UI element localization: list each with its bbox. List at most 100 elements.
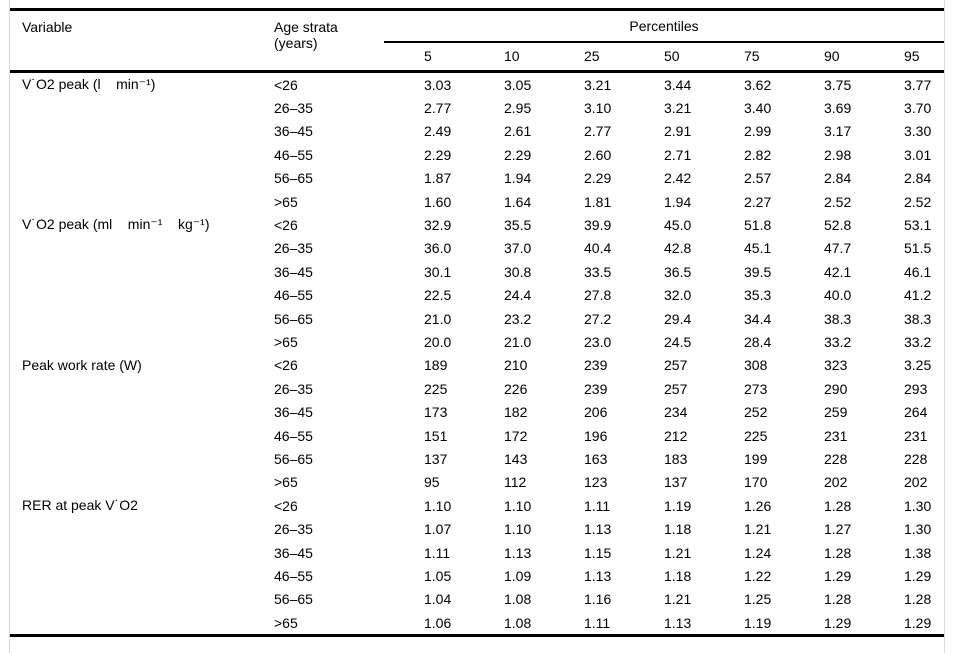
percentile-value-cell: 1.21 <box>744 521 772 538</box>
percentile-value-cell: 2.84 <box>904 170 932 187</box>
percentile-value-cell: 228 <box>904 450 928 467</box>
percentile-value-cell: 95 <box>424 474 440 491</box>
column-header-percentile-95: 95 <box>904 48 920 65</box>
percentile-value-cell: 1.94 <box>664 193 692 210</box>
percentile-value-cell: 3.69 <box>824 100 852 117</box>
percentile-value-cell: 23.2 <box>504 310 532 327</box>
percentile-value-cell: 1.28 <box>824 497 852 514</box>
age-strata-cell: 56–65 <box>274 591 313 608</box>
percentile-value-cell: 2.60 <box>584 146 612 163</box>
percentile-value-cell: 3.40 <box>744 100 772 117</box>
age-strata-cell: 26–35 <box>274 380 313 397</box>
percentile-value-cell: 189 <box>424 357 448 374</box>
table-row: 56–65 137 143 163 183 199 228 228 <box>10 447 944 470</box>
percentile-value-cell: 225 <box>424 380 448 397</box>
percentile-value-cell: 32.0 <box>664 287 692 304</box>
age-strata-cell: 36–45 <box>274 263 313 280</box>
percentile-value-cell: 308 <box>744 357 768 374</box>
variable-label: RER at peak V˙O2 <box>22 497 138 514</box>
percentile-value-cell: 1.28 <box>824 544 852 561</box>
percentile-value-cell: 42.1 <box>824 263 852 280</box>
percentile-value-cell: 137 <box>424 450 448 467</box>
percentile-value-cell: 1.13 <box>584 521 612 538</box>
percentile-value-cell: 1.29 <box>904 567 932 584</box>
percentile-value-cell: 3.21 <box>664 100 692 117</box>
percentile-value-cell: 38.3 <box>824 310 852 327</box>
age-strata-cell: 26–35 <box>274 240 313 257</box>
age-strata-cell: 56–65 <box>274 450 313 467</box>
column-header-age-strata: Age strata (years) <box>274 19 338 51</box>
table-row: 46–55 1.05 1.09 1.13 1.18 1.22 1.29 1.29 <box>10 564 944 587</box>
age-strata-cell: 56–65 <box>274 310 313 327</box>
percentile-value-cell: 231 <box>824 427 848 444</box>
percentile-value-cell: 234 <box>664 404 688 421</box>
percentile-value-cell: 40.4 <box>584 240 612 257</box>
column-header-variable: Variable <box>22 19 73 35</box>
percentile-value-cell: 1.24 <box>744 544 772 561</box>
percentile-value-cell: 39.9 <box>584 217 612 234</box>
column-header-percentile-50: 50 <box>664 48 680 65</box>
table-body: V˙O2 peak (l min⁻¹) <26 3.03 3.05 3.21 3.44 3.… <box>10 72 944 636</box>
percentile-value-cell: 228 <box>824 450 848 467</box>
percentile-value-cell: 1.25 <box>744 591 772 608</box>
table-row: V˙O2 peak (ml min⁻¹ kg⁻¹) <26 32.9 35.5 39.9… <box>10 213 944 236</box>
percentile-value-cell: 1.19 <box>664 497 692 514</box>
table-row: 36–45 2.49 2.61 2.77 2.91 2.99 3.17 3.30 <box>10 120 944 143</box>
percentile-value-cell: 143 <box>504 450 528 467</box>
table-row: RER at peak V˙O2 <26 1.10 1.10 1.11 1.19 1.26 1… <box>10 494 944 517</box>
percentile-value-cell: 2.52 <box>824 193 852 210</box>
percentile-value-cell: 1.19 <box>744 614 772 631</box>
percentile-value-cell: 51.8 <box>744 217 772 234</box>
percentile-value-cell: 231 <box>904 427 928 444</box>
percentile-value-cell: 293 <box>904 380 928 397</box>
table-row: Peak work rate (W) <26 189 210 239 257 308 323 3… <box>10 354 944 377</box>
percentile-value-cell: 1.18 <box>664 521 692 538</box>
age-strata-cell: <26 <box>274 217 298 234</box>
percentile-value-cell: 183 <box>664 450 688 467</box>
table-row: 36–45 173 182 206 234 252 259 264 <box>10 400 944 423</box>
percentile-value-cell: 206 <box>584 404 608 421</box>
percentile-value-cell: 53.1 <box>904 217 932 234</box>
table-row: 56–65 21.0 23.2 27.2 29.4 34.4 38.3 38.3 <box>10 307 944 330</box>
percentile-value-cell: 2.84 <box>824 170 852 187</box>
percentile-value-cell: 1.13 <box>584 567 612 584</box>
table-row: 56–65 1.87 1.94 2.29 2.42 2.57 2.84 2.84 <box>10 167 944 190</box>
percentile-value-cell: 323 <box>824 357 848 374</box>
percentile-value-cell: 1.28 <box>824 591 852 608</box>
percentile-value-cell: 1.11 <box>584 497 611 514</box>
percentile-value-cell: 39.5 <box>744 263 772 280</box>
percentile-value-cell: 33.5 <box>584 263 612 280</box>
percentile-value-cell: 1.09 <box>504 567 532 584</box>
age-strata-cell: <26 <box>274 497 298 514</box>
table-row: >65 1.06 1.08 1.11 1.13 1.19 1.29 1.29 <box>10 611 944 636</box>
column-header-percentile-75: 75 <box>744 48 760 65</box>
percentile-value-cell: 2.98 <box>824 146 852 163</box>
percentile-value-cell: 1.04 <box>424 591 452 608</box>
percentile-value-cell: 3.30 <box>904 123 932 140</box>
percentile-value-cell: 34.4 <box>744 310 772 327</box>
percentile-value-cell: 1.08 <box>504 591 532 608</box>
age-strata-cell: <26 <box>274 357 298 374</box>
table-row: >65 20.0 21.0 23.0 24.5 28.4 33.2 33.2 <box>10 330 944 353</box>
percentile-value-cell: 257 <box>664 380 688 397</box>
percentile-value-cell: 210 <box>504 357 528 374</box>
variable-label: Peak work rate (W) <box>22 356 142 373</box>
percentile-value-cell: 1.38 <box>904 544 932 561</box>
percentile-value-cell: 3.44 <box>664 76 692 93</box>
age-strata-cell: 46–55 <box>274 287 313 304</box>
percentile-value-cell: 1.29 <box>904 614 932 631</box>
percentile-value-cell: 51.5 <box>904 240 932 257</box>
table-row: >65 1.60 1.64 1.81 1.94 2.27 2.52 2.52 <box>10 190 944 213</box>
percentile-value-cell: 1.30 <box>904 521 932 538</box>
percentile-value-cell: 3.01 <box>904 146 932 163</box>
percentile-value-cell: 173 <box>424 404 448 421</box>
percentile-value-cell: 45.1 <box>744 240 772 257</box>
percentile-value-cell: 259 <box>824 404 848 421</box>
paper-table-figure: Variable Age strata (years) Percentiles … <box>9 0 945 653</box>
percentile-value-cell: 1.28 <box>904 591 932 608</box>
age-strata-cell: >65 <box>274 614 298 631</box>
table-row: 56–65 1.04 1.08 1.16 1.21 1.25 1.28 1.28 <box>10 588 944 611</box>
age-strata-cell: 46–55 <box>274 146 313 163</box>
percentile-value-cell: 1.13 <box>504 544 532 561</box>
percentile-value-cell: 42.8 <box>664 240 692 257</box>
